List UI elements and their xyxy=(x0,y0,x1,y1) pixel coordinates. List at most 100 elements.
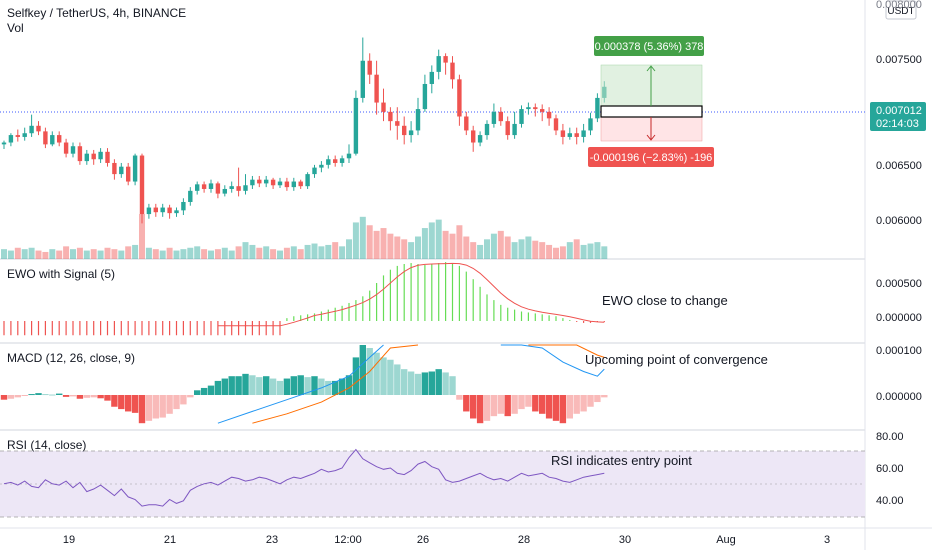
volume-bar xyxy=(125,246,132,259)
time-tick: 19 xyxy=(63,534,75,546)
candle xyxy=(319,164,324,168)
candle xyxy=(167,207,172,214)
volume-bar xyxy=(470,242,477,259)
volume-bar xyxy=(277,250,283,259)
candle xyxy=(346,153,352,159)
candle xyxy=(8,135,14,143)
candle xyxy=(512,123,517,136)
macd-histogram-bar xyxy=(573,395,580,414)
volume-bar xyxy=(532,240,539,259)
stop-label: -0.000196 (−2.83%) -196 xyxy=(590,152,713,164)
volume-bar xyxy=(442,230,449,259)
stop-label-bg xyxy=(588,147,714,167)
trade-position-tool[interactable]: 0.000378 (5.36%) 378 -0.000196 (−2.83%) … xyxy=(588,36,714,167)
macd-histogram-bar xyxy=(90,395,97,398)
candle xyxy=(374,74,379,103)
price-tick: 0.007500 xyxy=(876,54,922,66)
volume-bar xyxy=(145,247,152,259)
volume-bar xyxy=(283,247,290,259)
macd-histogram-bar xyxy=(525,395,532,407)
candle xyxy=(264,179,269,184)
candle xyxy=(471,130,476,143)
macd-histogram-bar xyxy=(42,394,49,396)
macd-histogram-bar xyxy=(332,380,339,395)
volume-bar xyxy=(573,239,580,259)
volume-bar xyxy=(566,242,573,259)
volume-bar xyxy=(97,250,104,259)
macd-histogram-bar xyxy=(221,378,228,395)
candle xyxy=(126,166,131,182)
entry-box[interactable] xyxy=(600,105,703,118)
macd-histogram-bar xyxy=(62,395,70,397)
macd-histogram-bar xyxy=(539,395,546,414)
volume-bar xyxy=(546,244,553,259)
volume-bar xyxy=(90,249,97,259)
chart-title[interactable]: Selfkey / TetherUS, 4h, BINANCE xyxy=(7,6,186,20)
volume-bar xyxy=(166,247,173,259)
rsi-title[interactable]: RSI (14, close) xyxy=(7,438,86,452)
candle xyxy=(50,135,55,145)
macd-histogram-bar xyxy=(290,376,297,395)
candle xyxy=(491,111,497,124)
candle xyxy=(153,207,158,213)
volume-bar xyxy=(456,225,463,259)
candle xyxy=(257,179,262,184)
macd-histogram-bar xyxy=(228,376,235,395)
signal-line xyxy=(528,344,605,358)
candle xyxy=(195,184,200,191)
candle xyxy=(457,79,462,117)
volume-bar xyxy=(173,250,180,259)
volume-bar xyxy=(339,246,346,259)
macd-title[interactable]: MACD (12, 26, close, 9) xyxy=(7,351,135,365)
volume-bar xyxy=(387,233,394,259)
volume-bar xyxy=(152,249,159,259)
candle xyxy=(519,109,524,124)
macd-histogram-bar xyxy=(456,395,463,400)
price-tick: 0.006500 xyxy=(876,160,922,172)
macd-histogram-bar xyxy=(601,395,608,398)
volume-bar xyxy=(228,250,235,259)
volume-bar xyxy=(42,251,49,259)
candle xyxy=(312,167,317,175)
candle xyxy=(540,109,545,112)
candle xyxy=(84,153,89,162)
candle xyxy=(119,166,124,175)
volume-bar xyxy=(539,242,546,259)
macd-histogram-bar xyxy=(7,395,15,399)
candle xyxy=(36,125,41,132)
candle xyxy=(29,125,34,134)
macd-histogram-bar xyxy=(0,395,8,400)
macd-histogram-bar xyxy=(297,375,304,395)
volume-bar xyxy=(132,244,139,259)
macd-histogram-bar xyxy=(532,395,539,412)
candle xyxy=(270,179,276,186)
macd-histogram-bar xyxy=(449,376,456,395)
candle xyxy=(339,158,345,163)
currency-badge[interactable] xyxy=(885,0,917,20)
volume-bar xyxy=(180,249,187,259)
macd-histogram-bar xyxy=(587,395,594,407)
ewo-title[interactable]: EWO with Signal (5) xyxy=(7,267,115,281)
macd-histogram-bar xyxy=(207,385,215,395)
candle xyxy=(146,207,152,215)
candle xyxy=(505,121,510,136)
volume-bar xyxy=(159,250,166,259)
volume-bar xyxy=(318,246,325,259)
volume-bar xyxy=(346,239,352,259)
volume-bar xyxy=(380,228,387,259)
volume-bar xyxy=(70,249,76,259)
macd-histogram-bar xyxy=(159,395,166,418)
macd-histogram-bar xyxy=(407,371,415,395)
candle xyxy=(22,133,27,137)
macd-line xyxy=(500,344,605,377)
rsi-tick: 80.00 xyxy=(876,431,904,443)
macd-histogram-bar xyxy=(304,377,311,395)
current-price: 0.007012 xyxy=(876,105,922,117)
candle xyxy=(402,125,407,136)
macd-histogram-bar xyxy=(269,378,277,395)
current-price-badge xyxy=(870,102,926,131)
macd-histogram-bar xyxy=(380,357,387,395)
volume-bar xyxy=(304,244,311,259)
macd-histogram-bar xyxy=(552,395,560,421)
